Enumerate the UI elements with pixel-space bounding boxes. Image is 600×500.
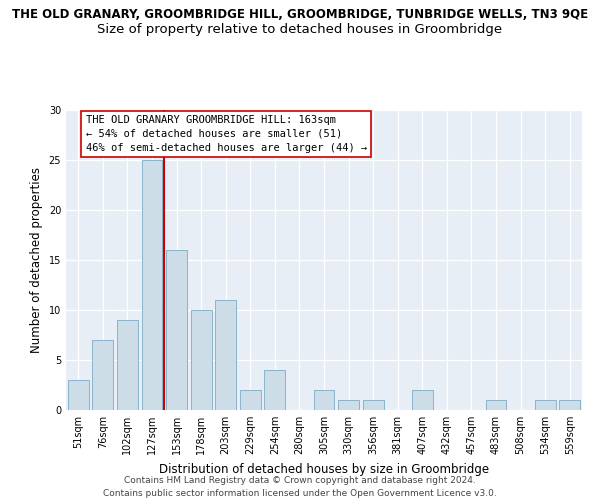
Text: THE OLD GRANARY GROOMBRIDGE HILL: 163sqm
← 54% of detached houses are smaller (5: THE OLD GRANARY GROOMBRIDGE HILL: 163sqm… (86, 115, 367, 153)
Bar (68, 380, 89, 410)
Bar (166, 250, 187, 410)
X-axis label: Distribution of detached houses by size in Groombridge: Distribution of detached houses by size … (159, 462, 489, 475)
Text: Contains HM Land Registry data © Crown copyright and database right 2024.
Contai: Contains HM Land Registry data © Crown c… (103, 476, 497, 498)
Bar (117, 320, 138, 410)
Bar (240, 390, 261, 410)
Text: Size of property relative to detached houses in Groombridge: Size of property relative to detached ho… (97, 22, 503, 36)
Bar (265, 370, 286, 410)
Bar (142, 160, 163, 410)
Text: THE OLD GRANARY, GROOMBRIDGE HILL, GROOMBRIDGE, TUNBRIDGE WELLS, TN3 9QE: THE OLD GRANARY, GROOMBRIDGE HILL, GROOM… (12, 8, 588, 20)
Bar (92, 340, 113, 410)
Y-axis label: Number of detached properties: Number of detached properties (30, 167, 43, 353)
Bar (314, 390, 334, 410)
Bar (191, 310, 212, 410)
Bar (362, 400, 383, 410)
Bar (412, 390, 433, 410)
Bar (485, 400, 506, 410)
Bar (535, 400, 556, 410)
Bar (338, 400, 359, 410)
Bar (215, 300, 236, 410)
Bar (559, 400, 580, 410)
